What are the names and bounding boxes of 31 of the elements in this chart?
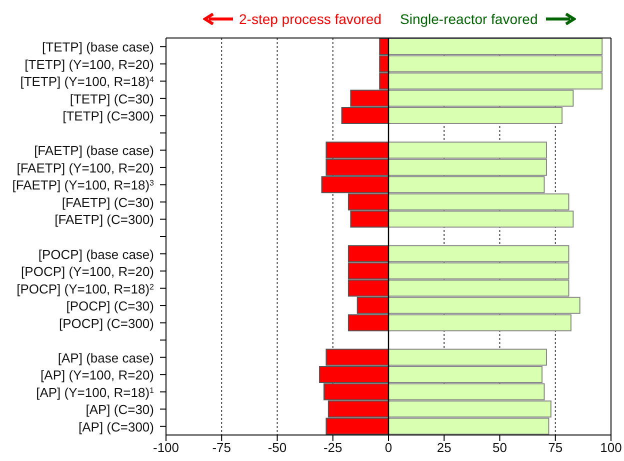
y-tick-label: [FAETP] (Y=100, R=20) — [16, 160, 154, 176]
x-tick-label: -75 — [212, 440, 232, 456]
y-tick-label: [TETP] (C=30) — [70, 91, 154, 106]
y-tick-label: [POCP] (Y=100, R=20) — [21, 264, 154, 280]
y-tick-label: [TETP] (Y=100, R=20) — [24, 56, 154, 72]
y-tick-label: [TETP] (Y=100, R=18)$^{4}$ — [20, 74, 155, 90]
y-tick-label: [AP] (base case) — [58, 350, 154, 366]
y-tick-label: [TETP] (base case) — [42, 40, 154, 55]
x-tick-label: 100 — [600, 440, 622, 456]
y-tick-label: [POCP] (C=30) — [66, 298, 154, 314]
y-tick-label: [FAETP] (C=30) — [62, 194, 154, 210]
x-tick-label: -50 — [268, 440, 287, 456]
x-tick-label: -25 — [323, 440, 342, 456]
y-tick-label: [POCP] (Y=100, R=18)$^{2}$ — [16, 281, 155, 296]
text: Single-reactor favored — [400, 11, 538, 27]
y-tick-label: [POCP] (base case) — [38, 246, 154, 262]
y-tick-label: [AP] (Y=100, R=20) — [40, 368, 154, 383]
text: 2-step process favored — [239, 11, 382, 27]
y-tick-label: [AP] (C=30) — [86, 402, 154, 418]
x-tick-label: 50 — [492, 440, 507, 456]
y-tick-label: [AP] (Y=100, R=18)$^{1}$ — [36, 384, 155, 400]
x-tick-label: -100 — [152, 440, 180, 456]
y-tick-label: [FAETP] (Y=100, R=18)$^{3}$ — [12, 178, 155, 193]
y-tick-label: [AP] (C=300) — [78, 419, 154, 434]
x-tick-label: 0 — [384, 440, 392, 456]
y-tick-label: [TETP] (C=300) — [62, 108, 154, 124]
y-tick-label: [FAETP] (C=300) — [54, 212, 154, 228]
x-tick-label: 25 — [436, 440, 452, 456]
y-tick-label: [FAETP] (base case) — [34, 143, 154, 158]
y-tick-label: [POCP] (C=300) — [58, 316, 154, 331]
x-tick-label: 75 — [548, 440, 563, 456]
